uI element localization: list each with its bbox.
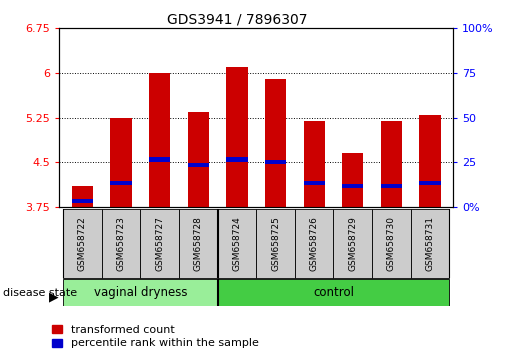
Text: GSM658727: GSM658727 xyxy=(155,216,164,271)
Bar xyxy=(265,160,286,165)
Text: GSM658731: GSM658731 xyxy=(425,216,435,271)
Bar xyxy=(217,209,256,278)
Bar xyxy=(342,184,364,188)
Bar xyxy=(110,118,132,207)
Text: vaginal dryness: vaginal dryness xyxy=(94,286,187,299)
Bar xyxy=(381,121,402,207)
Bar xyxy=(72,186,93,207)
Bar xyxy=(303,121,325,207)
Bar xyxy=(187,163,209,167)
Text: GSM658725: GSM658725 xyxy=(271,216,280,271)
Bar xyxy=(102,209,140,278)
Bar xyxy=(303,181,325,185)
Text: GSM658728: GSM658728 xyxy=(194,216,203,271)
Bar xyxy=(110,181,132,185)
Bar xyxy=(149,73,170,207)
Bar xyxy=(140,209,179,278)
Text: GSM658726: GSM658726 xyxy=(310,216,319,271)
Text: GSM658724: GSM658724 xyxy=(232,216,242,271)
Bar xyxy=(149,157,170,161)
Text: control: control xyxy=(313,286,354,299)
Text: disease state: disease state xyxy=(3,288,77,298)
Bar xyxy=(372,209,410,278)
Bar xyxy=(179,209,217,278)
Bar xyxy=(342,154,364,207)
Bar xyxy=(419,181,441,185)
Text: GSM658722: GSM658722 xyxy=(78,216,87,271)
Text: GSM658729: GSM658729 xyxy=(348,216,357,271)
Bar xyxy=(334,209,372,278)
Bar xyxy=(72,199,93,203)
Text: GDS3941 / 7896307: GDS3941 / 7896307 xyxy=(167,12,307,27)
Bar xyxy=(63,209,102,278)
Legend: transformed count, percentile rank within the sample: transformed count, percentile rank withi… xyxy=(52,325,259,348)
Text: GSM658730: GSM658730 xyxy=(387,216,396,271)
Bar xyxy=(381,184,402,188)
Bar xyxy=(419,115,441,207)
Bar xyxy=(187,112,209,207)
Bar xyxy=(226,157,248,161)
Text: GSM658723: GSM658723 xyxy=(116,216,126,271)
Bar xyxy=(295,209,334,278)
Bar xyxy=(226,67,248,207)
Bar xyxy=(410,209,449,278)
Bar xyxy=(63,279,217,306)
Text: ▶: ▶ xyxy=(49,290,59,303)
Bar xyxy=(265,79,286,207)
Bar xyxy=(256,209,295,278)
Bar xyxy=(217,279,449,306)
